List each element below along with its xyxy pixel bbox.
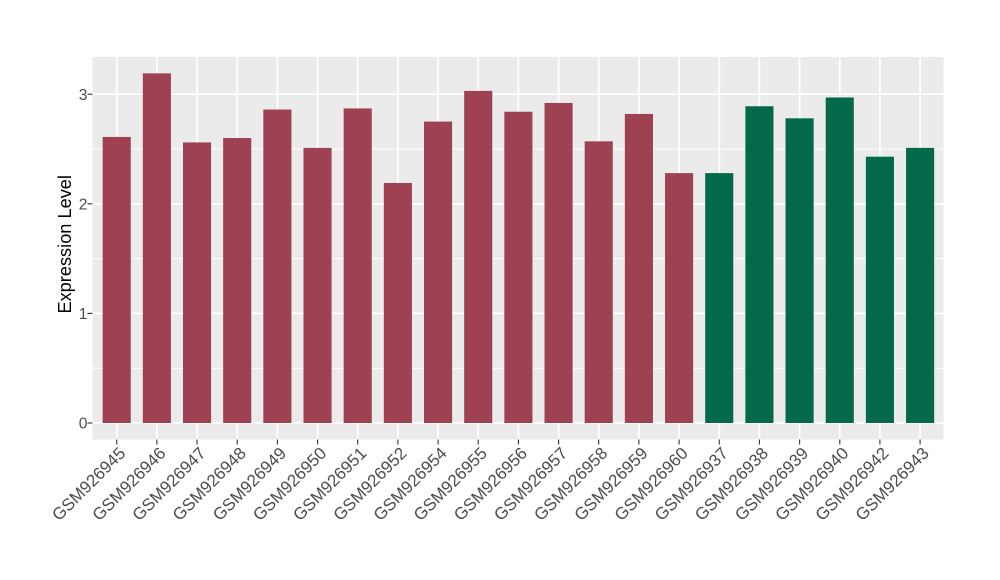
svg-text:2: 2	[79, 197, 88, 214]
svg-text:3: 3	[79, 87, 88, 104]
svg-text:1: 1	[79, 306, 88, 323]
svg-text:Expression Level: Expression Level	[55, 175, 75, 314]
svg-text:0: 0	[79, 416, 88, 433]
